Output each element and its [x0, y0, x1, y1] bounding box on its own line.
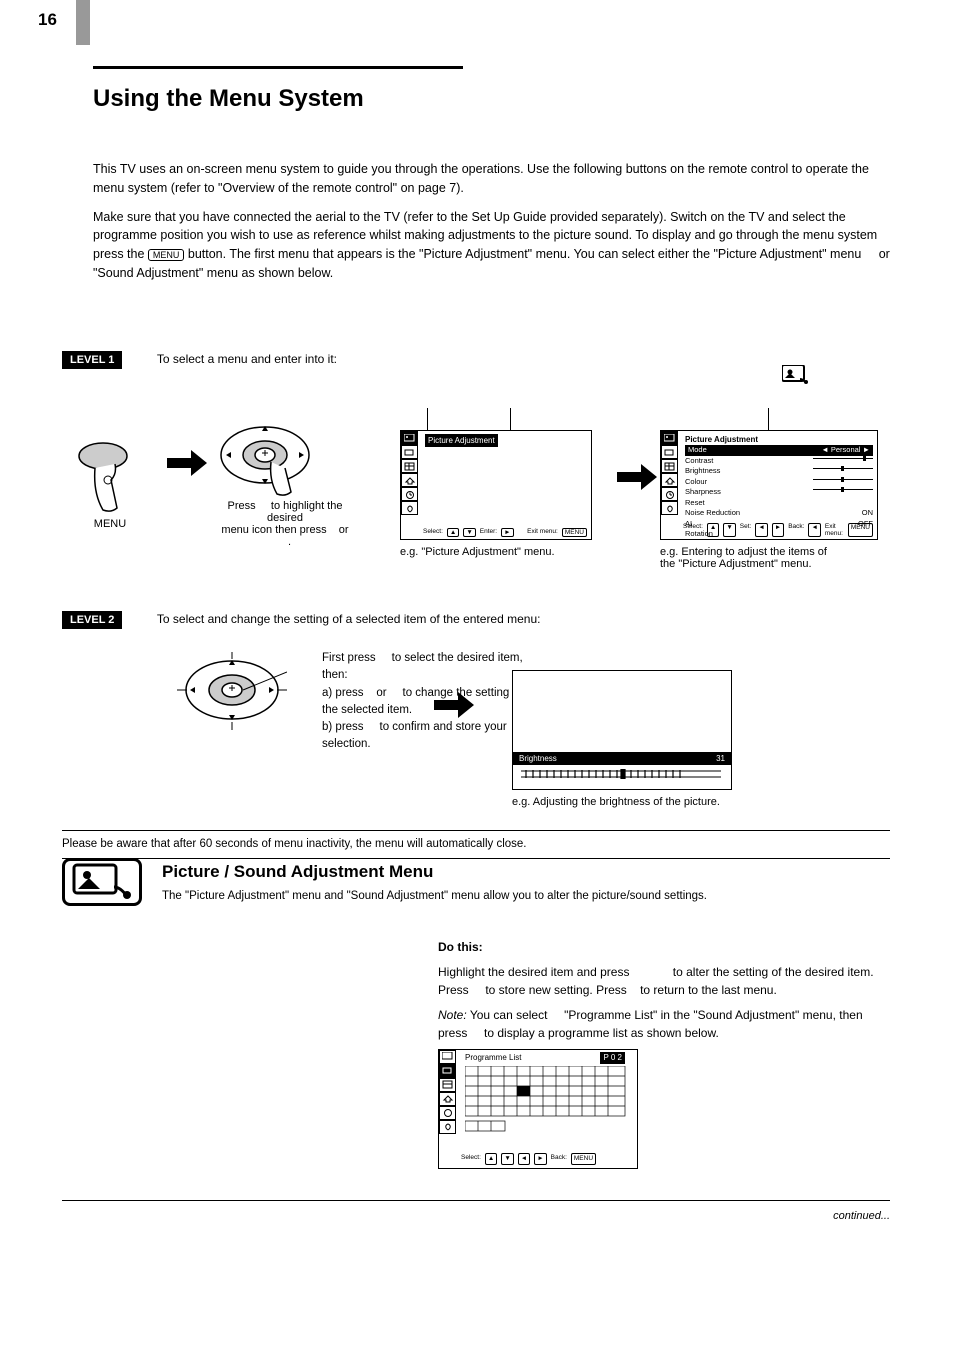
- programme-grid: [465, 1066, 630, 1136]
- arrow-3: [432, 690, 476, 720]
- osd-tab-setup-icon: [401, 473, 418, 487]
- osd2-row-contrast: Contrast: [685, 456, 873, 467]
- level1-text: To select a menu and enter into it:: [157, 352, 337, 366]
- plist-tab-timer-icon: [439, 1106, 456, 1120]
- osd-tab-state-icon: [401, 501, 418, 515]
- level1-label: LEVEL 1: [62, 351, 122, 369]
- plist-tab-setup-icon: [439, 1092, 456, 1106]
- intro-p2: Make sure that you have connected the ae…: [93, 208, 893, 283]
- osd2-row-reset: Reset: [685, 498, 873, 509]
- osd2-row-brightness: Brightness: [685, 466, 873, 477]
- osd2-row-sharpness: Sharpness: [685, 487, 873, 498]
- plist-tab-features-icon: [439, 1078, 456, 1092]
- plist-footer: Select:▲▼◄► Back:MENU: [461, 1153, 633, 1165]
- slider-label: Brightness: [519, 754, 557, 763]
- osd2-tab-timer-icon: [661, 487, 678, 501]
- osd2-row-nr: Noise ReductionON: [685, 508, 873, 519]
- joypad-figure-2: [177, 652, 287, 730]
- adj-title: Picture / Sound Adjustment Menu: [162, 862, 890, 882]
- joypad-figure-1: Press to highlight the desired menu icon…: [215, 420, 355, 548]
- osd2-tab-features-icon: [661, 459, 678, 473]
- adj-note-lead: Note:: [438, 1008, 467, 1022]
- section-title: Using the Menu System: [93, 85, 364, 113]
- osd2-row-mode: Mode◄ Personal ►: [685, 445, 873, 456]
- osd-tab-sound-icon: [401, 445, 418, 459]
- menu-timeout-note: Please be aware that after 60 seconds of…: [62, 838, 527, 850]
- programme-list-osd: Programme List P 0 2: [438, 1049, 638, 1169]
- callout-line-osd2: [768, 408, 769, 430]
- plist-tab-sound-icon: [439, 1064, 456, 1078]
- osd2-row-colour: Colour: [685, 477, 873, 488]
- adj-step: Highlight the desired item and press to …: [438, 963, 878, 1000]
- brightness-adjust-panel: Brightness 31: [512, 670, 732, 790]
- osd2-tab-setup-icon: [661, 473, 678, 487]
- osd-menu-2: Picture Adjustment Mode◄ Personal ► Cont…: [660, 430, 878, 540]
- level1-block: LEVEL 1 To select a menu and enter into …: [62, 350, 912, 375]
- slider-value: 31: [716, 754, 725, 763]
- slider-caption: e.g. Adjusting the brightness of the pic…: [512, 796, 732, 808]
- osd2-title: Picture Adjustment: [685, 434, 873, 445]
- page-number: 16: [38, 10, 57, 30]
- joypad-caption-1: Press to highlight the desired menu icon…: [215, 500, 355, 548]
- osd2-tab-state-icon: [661, 501, 678, 515]
- level2-label: LEVEL 2: [62, 611, 122, 629]
- plist-tab-picture-icon: [439, 1050, 456, 1064]
- continued-label: continued...: [833, 1210, 890, 1222]
- title-rule: [93, 66, 463, 69]
- level2-text: To select and change the setting of a se…: [157, 612, 541, 626]
- osd1-footer: Select:▲▼ Enter:► Exit menu:MENU: [423, 528, 587, 537]
- level2-instructions: First press to select the desired item, …: [322, 650, 532, 754]
- osd-tab-features-icon: [401, 459, 418, 473]
- osd2-footer: Select:▲▼ Set:◄► Back:◄ Exit menu:MENU: [683, 523, 873, 537]
- osd1-title: Picture Adjustment: [425, 434, 498, 447]
- page-edge-tab: [76, 0, 90, 45]
- brightness-slider: [521, 769, 721, 779]
- arrow-1: [165, 448, 209, 478]
- picture-sound-adjust-icon: [62, 858, 142, 906]
- plist-page: P 0 2: [600, 1052, 625, 1064]
- menu-key-inline: MENU: [148, 249, 185, 261]
- divider-3: [62, 1200, 890, 1201]
- osd-menu-1: Picture Adjustment Select:▲▼ Enter:► Exi…: [400, 430, 592, 540]
- plist-tab-state-icon: [439, 1120, 456, 1134]
- callout-line-tabs: [427, 408, 428, 430]
- divider-1: [62, 830, 890, 831]
- callout-line-body: [510, 408, 511, 430]
- plist-title: Programme List: [465, 1052, 521, 1064]
- osd-tab-picture-icon: [401, 431, 418, 445]
- adjustment-section: Picture / Sound Adjustment Menu The "Pic…: [62, 858, 890, 905]
- osd2-tab-picture-icon: [661, 431, 678, 445]
- osd1-caption: e.g. "Picture Adjustment" menu.: [400, 546, 592, 558]
- adj-note-body: You can select "Programme List" in the "…: [438, 1008, 863, 1041]
- intro-block: This TV uses an on-screen menu system to…: [93, 160, 893, 293]
- do-this-label: Do this:: [438, 940, 483, 954]
- menu-button-figure: MENU: [75, 438, 145, 530]
- osd-tab-timer-icon: [401, 487, 418, 501]
- intro-p1: This TV uses an on-screen menu system to…: [93, 160, 893, 198]
- osd2-caption: e.g. Entering to adjust the items of the…: [660, 546, 878, 570]
- adj-desc: The "Picture Adjustment" menu and "Sound…: [162, 888, 890, 905]
- osd2-tab-sound-icon: [661, 445, 678, 459]
- level2-block: LEVEL 2 To select and change the setting…: [62, 610, 912, 635]
- adj-instructions: Do this: Highlight the desired item and …: [438, 938, 878, 1169]
- menu-caption: MENU: [75, 518, 145, 530]
- arrow-2: [615, 462, 659, 492]
